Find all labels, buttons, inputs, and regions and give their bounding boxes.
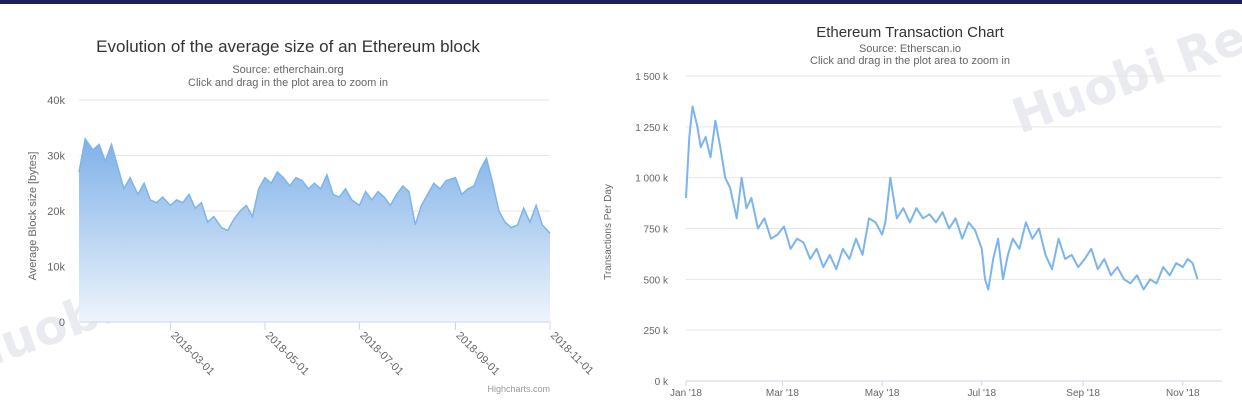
y-tick-label: 20k: [47, 206, 65, 218]
grid: [686, 75, 1222, 382]
y-tick-label: 10k: [47, 262, 65, 274]
highcharts-credit[interactable]: Highcharts.com: [487, 384, 550, 394]
transaction-chart[interactable]: Huobi Research Ethereum Transaction Char…: [600, 4, 1242, 414]
area-fill: [79, 138, 550, 322]
chart-subtitle-source: Source: Etherscan.io: [859, 43, 961, 55]
transaction-chart-panel: Huobi Research Ethereum Transaction Char…: [600, 4, 1242, 414]
y-tick-label: 0: [59, 317, 65, 329]
y-tick-label: 500 k: [644, 275, 669, 286]
x-tick-label: 2018-05-01: [263, 330, 311, 378]
x-axis-ticks: Jan '18 Mar '18 May '18 Jul '18 Sep '18 Nov '…: [670, 380, 1222, 399]
series-area: [78, 137, 551, 322]
x-axis-ticks: 2018-03-01 2018-05-01 2018-07-01 2018-09-01…: [79, 321, 596, 378]
y-tick-label: 0 k: [655, 377, 669, 388]
area-line: [78, 137, 551, 234]
block-size-chart[interactable]: Huobi Research Evolution of the average …: [0, 4, 600, 414]
chart-title: Evolution of the average size of an Ethe…: [96, 37, 480, 56]
y-axis-label: Average Block size [bytes]: [27, 152, 39, 281]
chart-title: Ethereum Transaction Chart: [816, 24, 1004, 41]
x-tick-label: 2018-03-01: [168, 330, 216, 378]
x-tick-label: Sep '18: [1066, 388, 1100, 399]
y-tick-label: 30k: [47, 151, 65, 163]
y-tick-label: 1 250 k: [635, 123, 669, 134]
x-tick-label: 2018-11-01: [548, 330, 596, 378]
block-size-chart-panel: Huobi Research Evolution of the average …: [0, 4, 600, 414]
y-tick-label: 40k: [47, 95, 65, 107]
y-tick-label: 1 500 k: [635, 72, 669, 83]
chart-subtitle-hint: Click and drag in the plot area to zoom …: [810, 55, 1010, 67]
x-tick-label: Nov '18: [1166, 388, 1200, 399]
x-tick-label: Mar '18: [766, 388, 799, 399]
y-tick-label: 250 k: [644, 326, 669, 337]
x-tick-label: 2018-07-01: [357, 330, 405, 378]
watermark-right: Huobi Research: [1005, 4, 1242, 145]
series-line: [685, 105, 1199, 291]
x-tick-label: Jul '18: [967, 388, 996, 399]
chart-subtitle-source: Source: etherchain.org: [232, 64, 343, 76]
x-tick-label: 2018-09-01: [453, 330, 501, 378]
y-tick-label: 750 k: [644, 225, 669, 236]
y-axis-label: Transactions Per Day: [603, 184, 614, 280]
x-tick-label: Jan '18: [670, 388, 702, 399]
y-axis-ticks: 0 10k 20k 30k 40k: [47, 95, 65, 329]
series-path: [685, 105, 1199, 291]
y-tick-label: 1 000 k: [635, 174, 669, 185]
top-rule: [0, 0, 1242, 4]
y-axis-ticks: 0 k 250 k 500 k 750 k 1 000 k 1 250 k 1 500 k: [635, 72, 669, 388]
chart-subtitle-hint: Click and drag in the plot area to zoom …: [188, 77, 388, 89]
x-tick-label: May '18: [865, 388, 900, 399]
